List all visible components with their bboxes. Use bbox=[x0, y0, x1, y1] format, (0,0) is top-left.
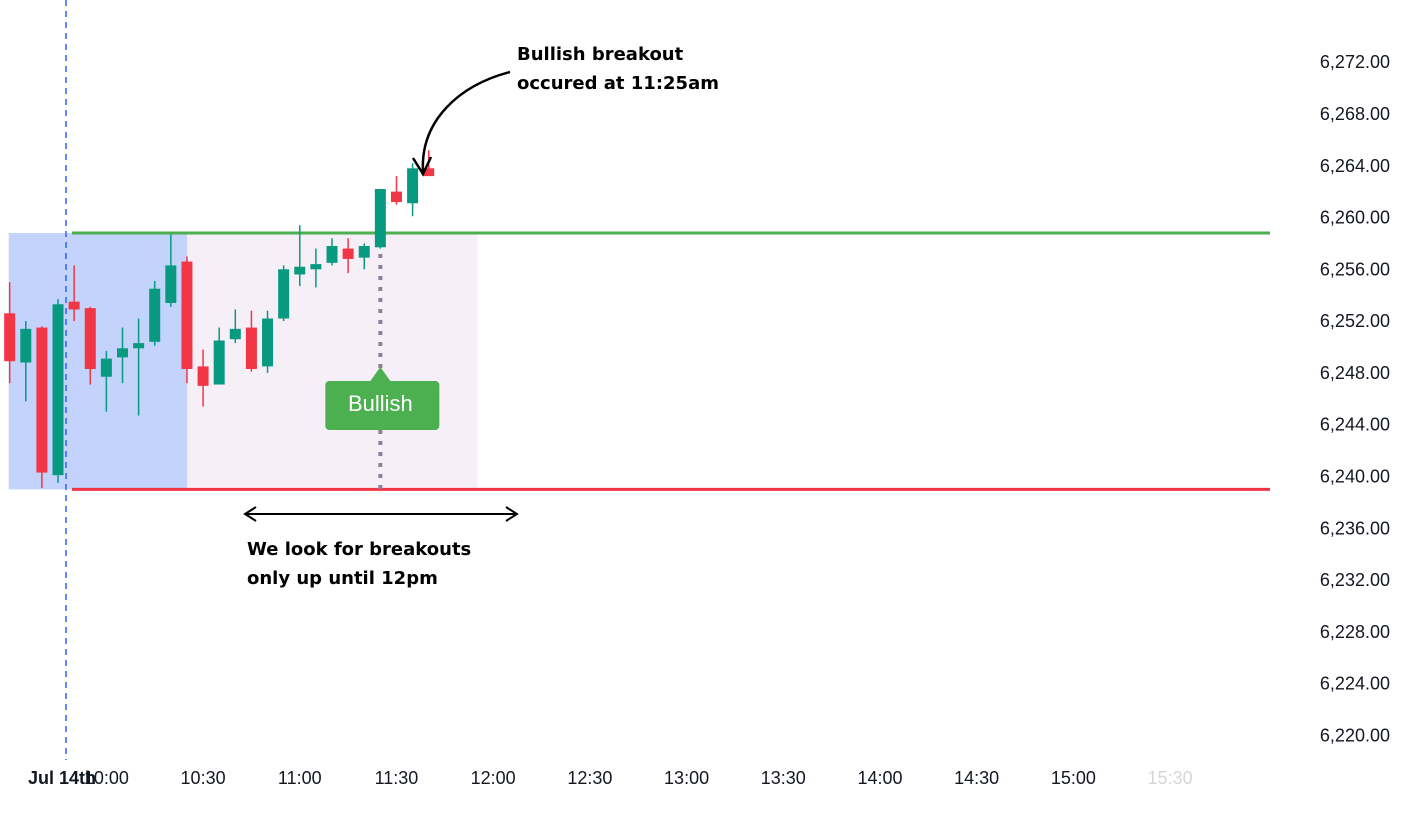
range-zone bbox=[187, 233, 478, 490]
candle-body bbox=[342, 248, 354, 259]
candle-body bbox=[84, 308, 96, 369]
y-tick-label: 6,268.00 bbox=[1320, 104, 1390, 124]
range-arrow bbox=[243, 506, 519, 522]
candle-body bbox=[133, 343, 145, 349]
candle-body bbox=[358, 245, 370, 258]
candle-body bbox=[294, 266, 306, 275]
candle-body bbox=[100, 358, 112, 377]
annotation: We look for breakouts bbox=[247, 539, 471, 560]
x-tick-label: 15:00 bbox=[1051, 768, 1096, 788]
candle-body bbox=[116, 348, 128, 358]
y-tick-label: 6,224.00 bbox=[1320, 674, 1390, 694]
y-tick-label: 6,248.00 bbox=[1320, 363, 1390, 383]
breakout-badge bbox=[325, 367, 440, 430]
candle-body bbox=[310, 264, 322, 270]
candle-body bbox=[36, 327, 48, 473]
x-tick-label: 11:30 bbox=[375, 768, 419, 788]
candle-body bbox=[245, 327, 257, 369]
x-tick-label: 14:30 bbox=[954, 768, 999, 788]
candle-body bbox=[262, 318, 274, 367]
candle-body bbox=[52, 304, 64, 476]
candle-body bbox=[68, 301, 80, 310]
breakout-label: Bullish bbox=[348, 391, 413, 416]
candle-body bbox=[213, 340, 225, 385]
candle-body bbox=[407, 168, 419, 204]
annotation: only up until 12pm bbox=[247, 568, 438, 589]
x-tick-label: 10:00 bbox=[84, 768, 129, 788]
candle-body bbox=[390, 191, 402, 202]
candle-body bbox=[165, 265, 177, 303]
annotation-arrowhead bbox=[411, 156, 433, 177]
y-tick-label: 6,264.00 bbox=[1320, 156, 1390, 176]
x-tick-label: 13:00 bbox=[664, 768, 709, 788]
annotation-arrow bbox=[421, 70, 511, 173]
y-tick-label: 6,244.00 bbox=[1320, 415, 1390, 435]
candle-body bbox=[278, 269, 290, 319]
x-tick-label: 12:00 bbox=[471, 768, 516, 788]
candle-body bbox=[423, 168, 435, 177]
x-tick-label: 14:00 bbox=[857, 768, 902, 788]
x-tick-label: 11:00 bbox=[278, 768, 322, 788]
candle-body bbox=[149, 288, 161, 342]
plot-layer bbox=[4, 150, 435, 489]
y-tick-label: 6,240.00 bbox=[1320, 467, 1390, 487]
annotation: occured at 11:25am bbox=[517, 73, 719, 94]
candle-body bbox=[197, 366, 209, 386]
x-tick-label: 15:30 bbox=[1148, 768, 1193, 788]
y-tick-label: 6,228.00 bbox=[1320, 622, 1390, 642]
y-tick-label: 6,256.00 bbox=[1320, 259, 1390, 279]
candle-body bbox=[374, 189, 386, 248]
x-tick-label: 10:30 bbox=[181, 768, 226, 788]
candle-body bbox=[229, 328, 241, 340]
candle-body bbox=[20, 328, 32, 363]
x-tick-label: 13:30 bbox=[761, 768, 806, 788]
x-tick-label: 12:30 bbox=[567, 768, 612, 788]
range-zone bbox=[8, 233, 188, 490]
candle-body bbox=[4, 313, 16, 362]
y-tick-label: 6,260.00 bbox=[1320, 208, 1390, 228]
annotation: Bullish breakout bbox=[517, 44, 684, 65]
y-tick-label: 6,252.00 bbox=[1320, 311, 1390, 331]
background-layer bbox=[8, 231, 1270, 491]
candle-body bbox=[326, 245, 338, 263]
y-tick-label: 6,232.00 bbox=[1320, 570, 1390, 590]
x-tick-label: Jul 14th bbox=[28, 768, 96, 788]
y-tick-label: 6,236.00 bbox=[1320, 518, 1390, 538]
y-tick-label: 6,272.00 bbox=[1320, 52, 1390, 72]
candle-body bbox=[181, 261, 193, 369]
y-tick-label: 6,220.00 bbox=[1320, 725, 1390, 745]
